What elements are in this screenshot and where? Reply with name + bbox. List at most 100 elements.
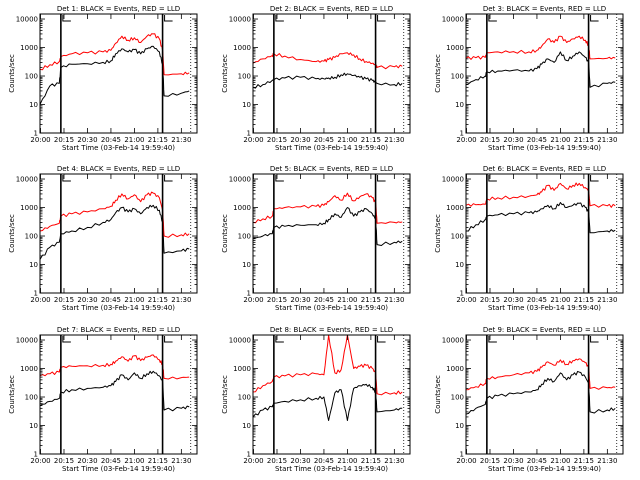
y-axis-title: Counts/sec xyxy=(8,375,16,414)
detector-panel-5: Det 5: BLACK = Events, RED = LLD 20:00 20:… xyxy=(221,165,411,312)
x-tick-label: 20:15 xyxy=(267,457,287,465)
panel-title: Det 7: BLACK = Events, RED = LLD xyxy=(57,326,180,334)
y-tick-label: 10 xyxy=(242,422,251,430)
x-tick-label: 20:30 xyxy=(77,296,97,304)
y-axis-title: Counts/sec xyxy=(8,214,16,253)
x-tick-label: 20:45 xyxy=(314,457,334,465)
y-tick-label: 100 xyxy=(25,394,38,402)
x-axis-title: Start Time (03-Feb-14 19:59:40) xyxy=(488,465,601,473)
y-tick-label: 10000 xyxy=(229,16,251,24)
y-tick-label: 10000 xyxy=(229,176,251,184)
x-tick-label: 20:00 xyxy=(456,457,476,465)
interval-flag xyxy=(590,15,599,22)
plot-frame xyxy=(252,13,411,134)
lld-trace xyxy=(465,358,616,391)
y-tick-label: 1 xyxy=(460,290,464,298)
x-tick-label: 20:30 xyxy=(77,136,97,144)
x-tick-label: 21:15 xyxy=(361,296,381,304)
y-tick-label: 1000 xyxy=(20,204,38,212)
lld-trace xyxy=(39,33,190,76)
x-axis-title: Start Time (03-Feb-14 19:59:40) xyxy=(488,144,601,152)
y-tick-label: 10000 xyxy=(229,337,251,345)
x-axis-title: Start Time (03-Feb-14 19:59:40) xyxy=(488,304,601,312)
y-tick-label: 100 xyxy=(238,394,251,402)
y-tick-label: 100 xyxy=(25,233,38,241)
y-tick-label: 1000 xyxy=(233,44,251,52)
y-tick-label: 1000 xyxy=(446,365,464,373)
interval-flag xyxy=(164,15,173,22)
y-tick-label: 10000 xyxy=(16,337,38,345)
plot-frame xyxy=(39,13,198,134)
x-tick-label: 21:15 xyxy=(148,457,168,465)
x-tick-label: 20:00 xyxy=(456,296,476,304)
y-tick-label: 1 xyxy=(34,451,38,459)
y-axis-title: Counts/sec xyxy=(221,54,229,93)
detector-panel-4: Det 4: BLACK = Events, RED = LLD 20:00 20:… xyxy=(8,165,198,312)
x-tick-label: 21:30 xyxy=(171,457,191,465)
y-tick-label: 100 xyxy=(238,73,251,81)
x-tick-label: 21:30 xyxy=(384,457,404,465)
interval-flag xyxy=(164,336,173,343)
y-tick-label: 10 xyxy=(455,422,464,430)
x-tick-label: 21:30 xyxy=(597,457,617,465)
plot-frame xyxy=(39,173,198,294)
plot-frame xyxy=(252,173,411,294)
detector-panel-8: Det 8: BLACK = Events, RED = LLD 20:00 20:… xyxy=(221,326,411,473)
x-tick-label: 20:45 xyxy=(527,457,547,465)
detector-panel-9: Det 9: BLACK = Events, RED = LLD 20:00 20:… xyxy=(434,326,624,473)
x-tick-label: 21:30 xyxy=(384,296,404,304)
x-tick-label: 20:30 xyxy=(77,457,97,465)
events-trace xyxy=(466,202,616,234)
events-trace xyxy=(252,72,403,89)
x-tick-label: 20:15 xyxy=(54,136,74,144)
panel-title: Det 1: BLACK = Events, RED = LLD xyxy=(57,5,180,13)
interval-flag xyxy=(62,175,71,182)
plot-frame xyxy=(465,334,624,455)
x-tick-label: 21:00 xyxy=(124,296,144,304)
x-tick-label: 20:00 xyxy=(456,136,476,144)
plot-frame xyxy=(465,173,624,294)
detector-panel-1: Det 1: BLACK = Events, RED = LLD 20:00 20:… xyxy=(8,5,198,152)
panel-title: Det 2: BLACK = Events, RED = LLD xyxy=(270,5,393,13)
x-tick-label: 20:30 xyxy=(290,136,310,144)
x-tick-label: 21:00 xyxy=(124,457,144,465)
x-tick-label: 20:45 xyxy=(101,136,121,144)
y-tick-label: 1000 xyxy=(233,365,251,373)
x-tick-label: 20:30 xyxy=(503,457,523,465)
y-tick-label: 10000 xyxy=(16,176,38,184)
events-trace xyxy=(39,370,190,412)
y-tick-label: 10000 xyxy=(442,16,464,24)
x-axis-title: Start Time (03-Feb-14 19:59:40) xyxy=(62,465,175,473)
events-trace xyxy=(39,204,190,260)
x-tick-label: 21:15 xyxy=(361,457,381,465)
y-tick-label: 100 xyxy=(238,233,251,241)
panel-title: Det 4: BLACK = Events, RED = LLD xyxy=(57,165,180,173)
interval-flag xyxy=(488,175,497,182)
interval-flag xyxy=(275,336,284,343)
x-tick-label: 21:00 xyxy=(550,457,570,465)
detector-panel-7: Det 7: BLACK = Events, RED = LLD 20:00 20:… xyxy=(8,326,198,473)
x-axis-title: Start Time (03-Feb-14 19:59:40) xyxy=(275,304,388,312)
y-tick-label: 1 xyxy=(247,451,251,459)
x-tick-label: 20:15 xyxy=(267,136,287,144)
y-axis-title: Counts/sec xyxy=(434,214,442,253)
y-tick-label: 1000 xyxy=(233,204,251,212)
interval-flag xyxy=(377,175,386,182)
x-tick-label: 20:00 xyxy=(243,457,263,465)
y-tick-label: 10 xyxy=(242,261,251,269)
interval-flag xyxy=(275,175,284,182)
panel-title: Det 6: BLACK = Events, RED = LLD xyxy=(483,165,606,173)
panel-title: Det 3: BLACK = Events, RED = LLD xyxy=(483,5,606,13)
x-tick-label: 21:00 xyxy=(337,457,357,465)
y-axis-title: Counts/sec xyxy=(434,375,442,414)
y-axis-title: Counts/sec xyxy=(221,214,229,253)
events-trace xyxy=(465,51,616,88)
x-axis-title: Start Time (03-Feb-14 19:59:40) xyxy=(275,144,388,152)
y-tick-label: 1000 xyxy=(20,365,38,373)
y-tick-label: 1 xyxy=(247,130,251,138)
x-tick-label: 21:30 xyxy=(384,136,404,144)
x-tick-label: 21:15 xyxy=(148,296,168,304)
y-tick-label: 100 xyxy=(451,233,464,241)
x-axis-title: Start Time (03-Feb-14 19:59:40) xyxy=(62,144,175,152)
interval-flag xyxy=(590,336,599,343)
